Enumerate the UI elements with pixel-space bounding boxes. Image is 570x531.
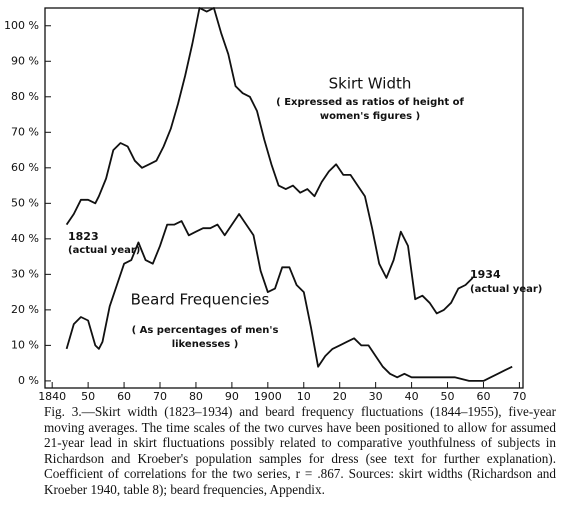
annotation: (actual year) (470, 284, 542, 295)
x-tick-label: 60 (117, 390, 131, 402)
y-tick-label: 40 % (11, 232, 39, 245)
x-tick-label: 90 (225, 390, 239, 402)
chart: 0 % 10 % 20 % 30 % 40 % 50 % 60 % 70 % 80 % 90 % 1… (4, 7, 542, 402)
y-tick-label: 90 % (11, 54, 39, 67)
y-tick-label: 100 % (4, 19, 39, 32)
series-line (65, 7, 474, 315)
x-tick-label: 40 (405, 390, 419, 402)
x-tick-label: 60 (476, 390, 490, 402)
annotation: 1934 (470, 268, 501, 281)
annotation: ( As percentages of men's (132, 325, 279, 336)
y-tick-label: 60 % (11, 161, 39, 174)
series-line (65, 213, 513, 382)
x-tick-label: 50 (441, 390, 455, 402)
x-tick-label: 30 (369, 390, 383, 402)
annotation: (actual year) (68, 245, 140, 256)
y-tick-label: 0 % (18, 374, 39, 387)
x-tick-label: 80 (189, 390, 203, 402)
y-tick-label: 70 % (11, 125, 39, 138)
x-tick-label: 20 (333, 390, 347, 402)
y-tick-label: 10 % (11, 338, 39, 351)
figure-caption: Fig. 3.—Skirt width (1823–1934) and bear… (44, 404, 556, 497)
annotation: Skirt Width (329, 75, 412, 93)
y-tick-label: 50 % (11, 196, 39, 209)
y-tick-label: 80 % (11, 90, 39, 103)
x-tick-label: 70 (153, 390, 167, 402)
x-tick-label: 50 (81, 390, 95, 402)
annotation: likenesses ) (172, 339, 239, 350)
x-tick-label: 1900 (254, 390, 282, 402)
annotation: 1823 (68, 230, 99, 243)
x-tick-label: 70 (512, 390, 526, 402)
annotation: ( Expressed as ratios of height of (276, 97, 464, 108)
x-tick-label: 10 (297, 390, 311, 402)
x-tick-label: 1840 (38, 390, 66, 402)
y-tick-label: 20 % (11, 303, 39, 316)
annotation: Beard Frequencies (131, 291, 270, 309)
plot-frame (44, 7, 524, 389)
y-tick-label: 30 % (11, 267, 39, 280)
annotation: women's figures ) (320, 111, 420, 122)
